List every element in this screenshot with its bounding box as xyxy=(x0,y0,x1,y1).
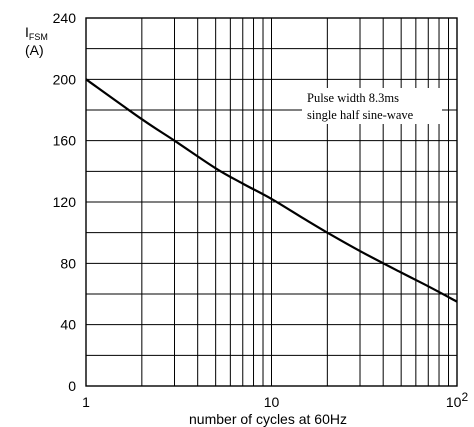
x-tick-label: 1 xyxy=(82,394,90,410)
y-axis-title-main: I xyxy=(25,24,29,40)
y-axis-title: IFSM xyxy=(25,24,48,42)
x-tick-label-exponent: 2 xyxy=(461,390,468,404)
annotation-line-1: Pulse width 8.3ms xyxy=(307,91,399,105)
y-tick-label: 200 xyxy=(53,71,77,87)
y-tick-label: 0 xyxy=(68,378,76,394)
x-axis-title: number of cycles at 60Hz xyxy=(189,411,347,427)
annotation-background xyxy=(302,88,442,124)
annotation-line-2: single half sine-wave xyxy=(307,108,414,122)
y-axis-unit: (A) xyxy=(25,42,44,58)
x-axis-tick-labels: 1 10 102 xyxy=(82,390,468,410)
y-axis-tick-labels: 0 40 80 120 160 200 240 xyxy=(53,10,77,394)
series-line xyxy=(85,78,458,303)
y-axis-title-sub: FSM xyxy=(29,32,48,42)
x-tick-label: 102 xyxy=(446,390,469,410)
y-tick-label: 40 xyxy=(60,317,76,333)
y-tick-label: 80 xyxy=(60,255,76,271)
grid xyxy=(86,18,457,386)
annotation-box: Pulse width 8.3ms single half sine-wave xyxy=(302,88,442,124)
y-tick-label: 120 xyxy=(53,194,77,210)
y-tick-label: 160 xyxy=(53,133,77,149)
x-tick-label: 10 xyxy=(264,394,280,410)
plot-frame xyxy=(85,17,458,387)
y-tick-label: 240 xyxy=(53,10,77,26)
